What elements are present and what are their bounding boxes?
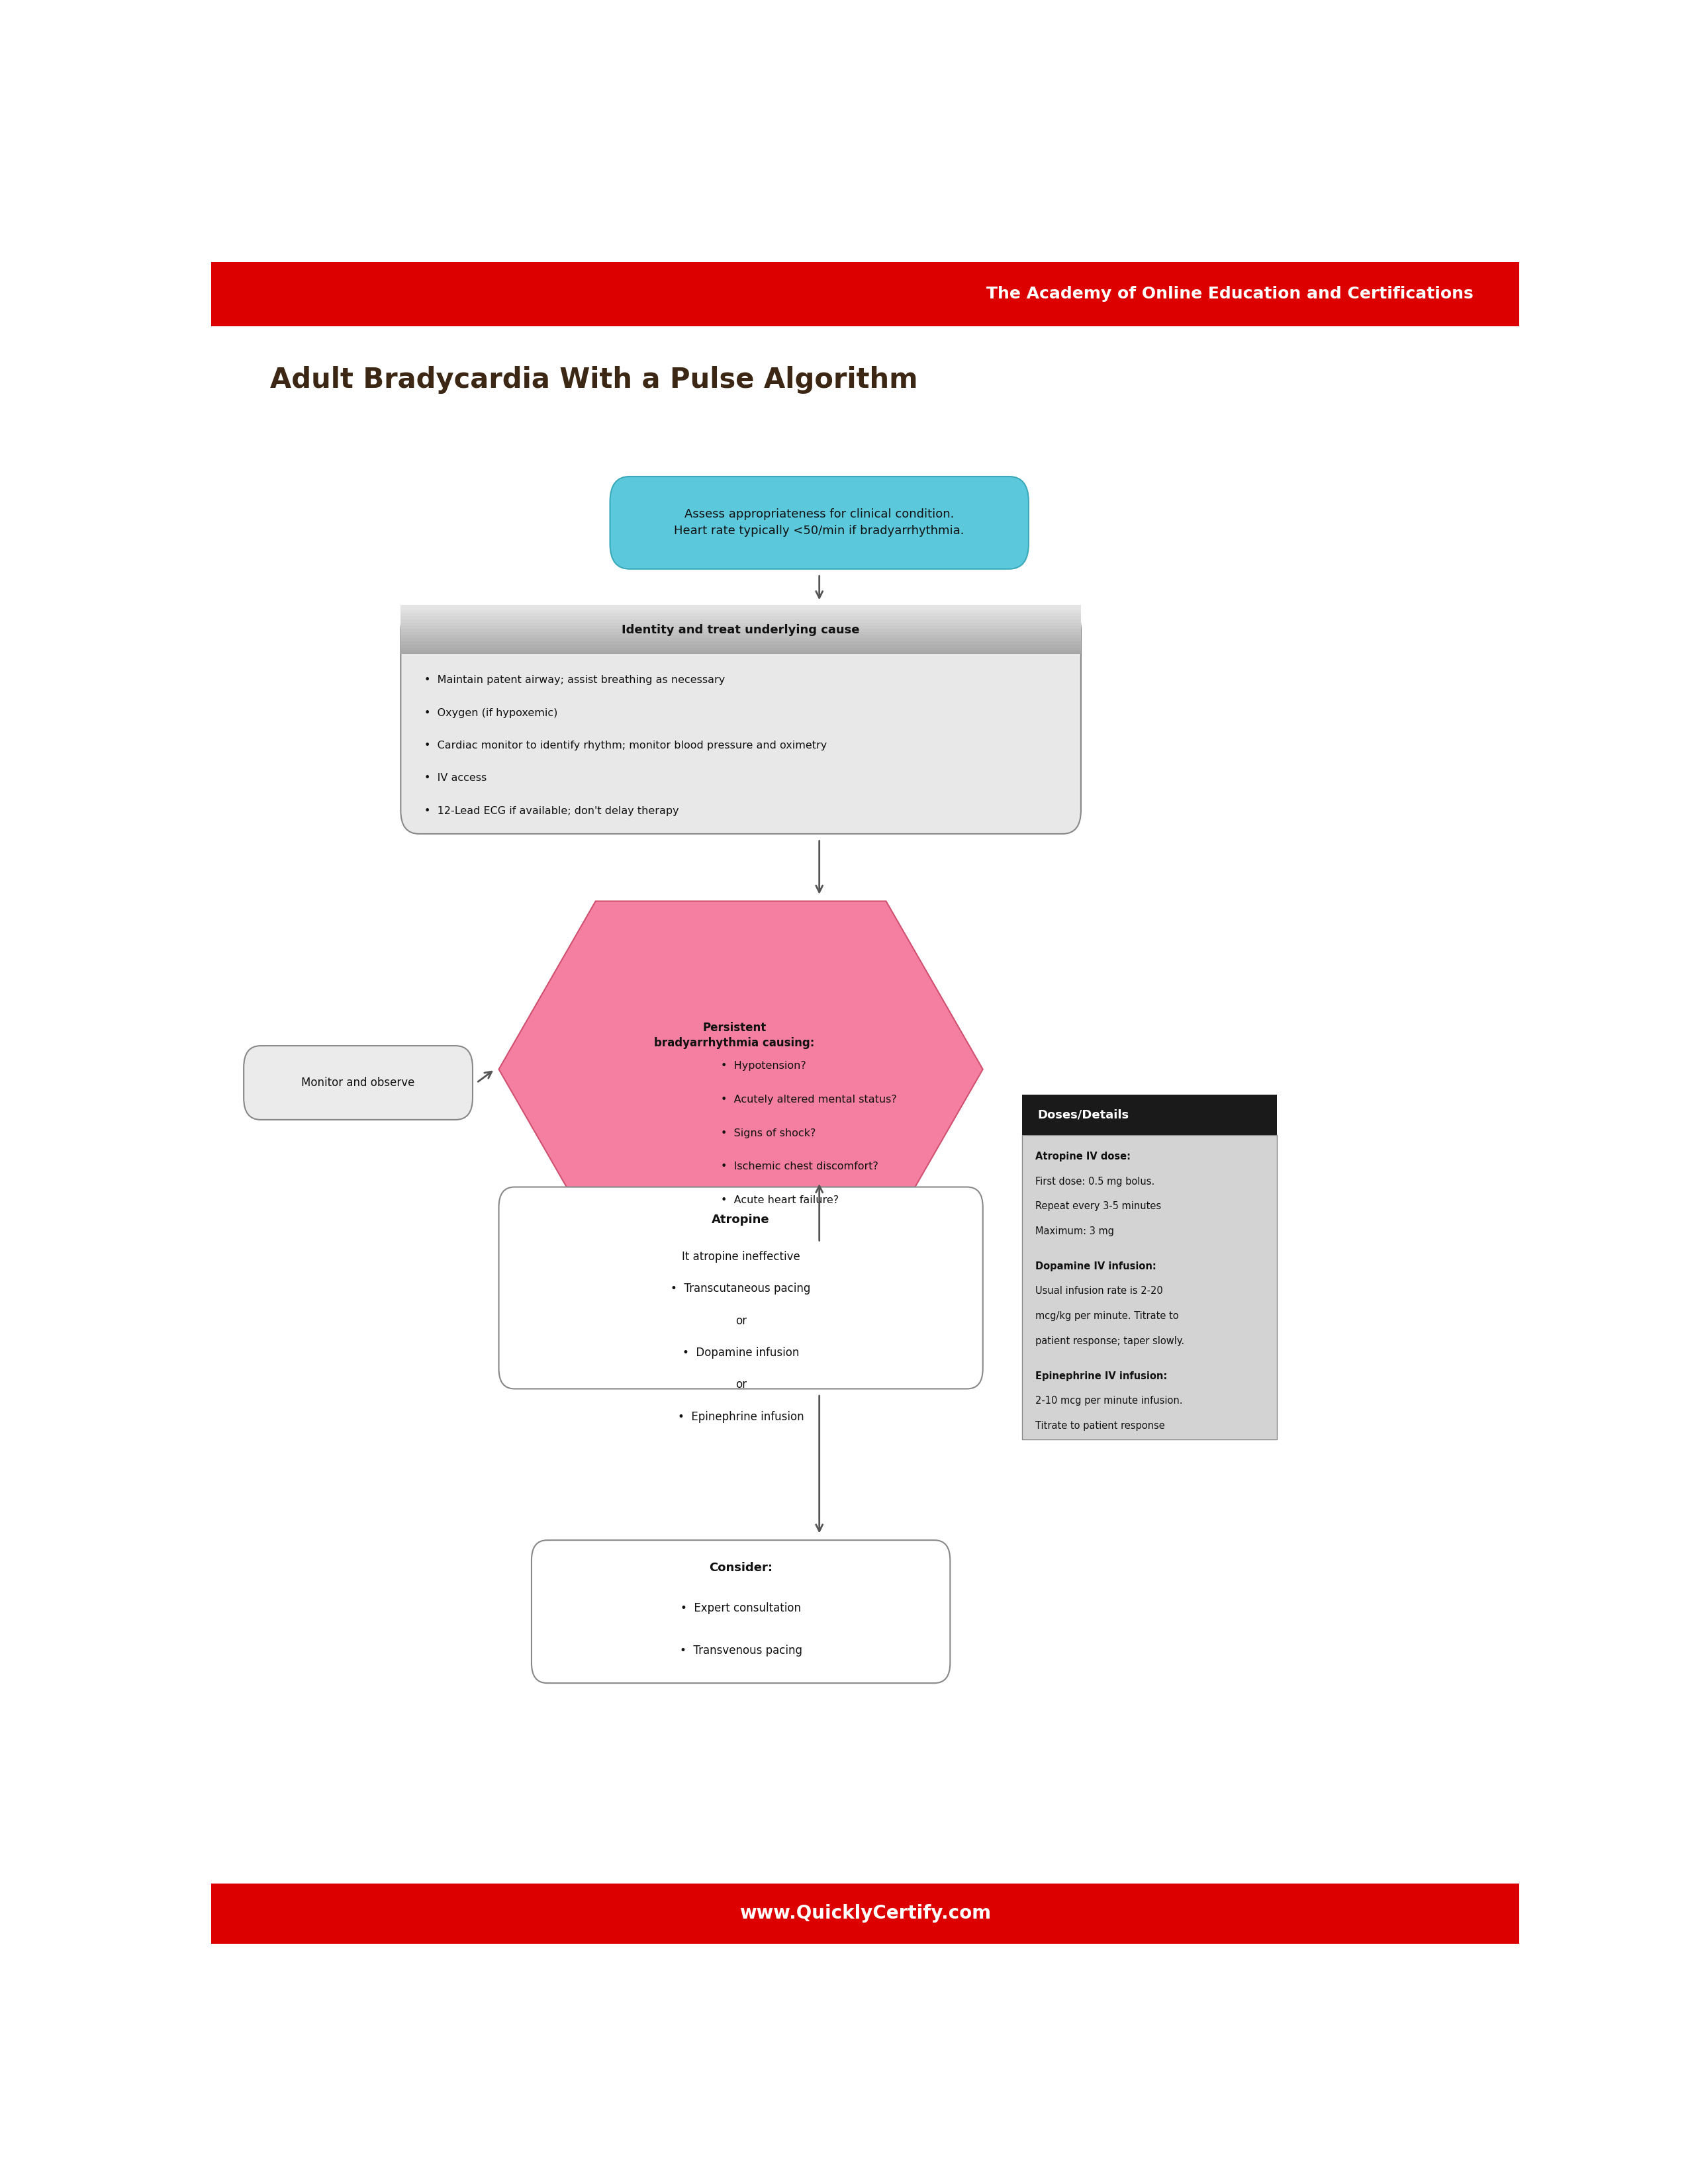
- Polygon shape: [500, 902, 982, 1238]
- Text: Usual infusion rate is 2-20: Usual infusion rate is 2-20: [1035, 1286, 1163, 1295]
- Text: •  Dopamine infusion: • Dopamine infusion: [682, 1348, 798, 1358]
- Text: Atropine IV dose:: Atropine IV dose:: [1035, 1151, 1131, 1162]
- Text: or: or: [736, 1378, 746, 1391]
- Text: It atropine ineffective: It atropine ineffective: [682, 1251, 800, 1262]
- Text: Identity and treat underlying cause: Identity and treat underlying cause: [621, 625, 859, 636]
- FancyBboxPatch shape: [400, 607, 1080, 834]
- FancyBboxPatch shape: [400, 605, 1080, 609]
- FancyBboxPatch shape: [400, 631, 1080, 636]
- Text: Doses/Details: Doses/Details: [1038, 1109, 1129, 1120]
- FancyBboxPatch shape: [609, 476, 1028, 570]
- FancyBboxPatch shape: [400, 636, 1080, 642]
- Text: First dose: 0.5 mg bolus.: First dose: 0.5 mg bolus.: [1035, 1177, 1155, 1186]
- Text: •  Hypotension?: • Hypotension?: [721, 1061, 807, 1070]
- Text: •  Transvenous pacing: • Transvenous pacing: [680, 1645, 802, 1655]
- Text: •  Signs of shock?: • Signs of shock?: [721, 1129, 815, 1138]
- Text: Repeat every 3-5 minutes: Repeat every 3-5 minutes: [1035, 1201, 1161, 1212]
- Text: •  Maintain patent airway; assist breathing as necessary: • Maintain patent airway; assist breathi…: [424, 675, 724, 686]
- Text: •  Epinephrine infusion: • Epinephrine infusion: [677, 1411, 803, 1422]
- FancyBboxPatch shape: [1023, 1094, 1278, 1136]
- FancyBboxPatch shape: [500, 1188, 982, 1389]
- FancyBboxPatch shape: [400, 618, 1080, 622]
- FancyBboxPatch shape: [211, 262, 1519, 325]
- Text: 2-10 mcg per minute infusion.: 2-10 mcg per minute infusion.: [1035, 1396, 1183, 1406]
- Text: •  Oxygen (if hypoxemic): • Oxygen (if hypoxemic): [424, 708, 557, 719]
- Text: •  Cardiac monitor to identify rhythm; monitor blood pressure and oximetry: • Cardiac monitor to identify rhythm; mo…: [424, 740, 827, 751]
- FancyBboxPatch shape: [400, 633, 1080, 638]
- Text: •  12-Lead ECG if available; don't delay therapy: • 12-Lead ECG if available; don't delay …: [424, 806, 679, 817]
- Text: Consider:: Consider:: [709, 1562, 773, 1575]
- Text: Adult Bradycardia With a Pulse Algorithm: Adult Bradycardia With a Pulse Algorithm: [270, 367, 918, 393]
- FancyBboxPatch shape: [400, 642, 1080, 649]
- FancyBboxPatch shape: [211, 1883, 1519, 1944]
- FancyBboxPatch shape: [400, 620, 1080, 625]
- Text: Assess appropriateness for clinical condition.
Heart rate typically <50/min if b: Assess appropriateness for clinical cond…: [674, 509, 964, 537]
- FancyBboxPatch shape: [532, 1540, 950, 1684]
- FancyBboxPatch shape: [400, 649, 1080, 653]
- FancyBboxPatch shape: [400, 614, 1080, 620]
- FancyBboxPatch shape: [400, 640, 1080, 644]
- FancyBboxPatch shape: [400, 627, 1080, 631]
- Text: The Academy of Online Education and Certifications: The Academy of Online Education and Cert…: [986, 286, 1474, 301]
- Text: •  Transcutaneous pacing: • Transcutaneous pacing: [670, 1282, 810, 1295]
- Text: or: or: [736, 1315, 746, 1326]
- Text: Maximum: 3 mg: Maximum: 3 mg: [1035, 1227, 1114, 1236]
- Text: Atropine: Atropine: [712, 1214, 770, 1225]
- FancyBboxPatch shape: [1023, 1136, 1278, 1439]
- Text: Epinephrine IV infusion:: Epinephrine IV infusion:: [1035, 1372, 1166, 1380]
- Text: •  IV access: • IV access: [424, 773, 486, 784]
- Text: patient response; taper slowly.: patient response; taper slowly.: [1035, 1337, 1185, 1345]
- Text: Titrate to patient response: Titrate to patient response: [1035, 1422, 1165, 1431]
- Text: Persistent
bradyarrhythmia causing:: Persistent bradyarrhythmia causing:: [653, 1022, 815, 1048]
- Text: •  Acute heart failure?: • Acute heart failure?: [721, 1195, 839, 1206]
- Text: •  Expert consultation: • Expert consultation: [680, 1603, 802, 1614]
- Text: Monitor and observe: Monitor and observe: [302, 1077, 415, 1088]
- FancyBboxPatch shape: [400, 646, 1080, 651]
- FancyBboxPatch shape: [243, 1046, 473, 1120]
- Text: Dopamine IV infusion:: Dopamine IV infusion:: [1035, 1262, 1156, 1271]
- Text: mcg/kg per minute. Titrate to: mcg/kg per minute. Titrate to: [1035, 1310, 1178, 1321]
- FancyBboxPatch shape: [400, 625, 1080, 629]
- Text: •  Ischemic chest discomfort?: • Ischemic chest discomfort?: [721, 1162, 879, 1171]
- FancyBboxPatch shape: [400, 612, 1080, 616]
- FancyBboxPatch shape: [400, 609, 1080, 614]
- Text: •  Acutely altered mental status?: • Acutely altered mental status?: [721, 1094, 896, 1105]
- Text: www.QuicklyCertify.com: www.QuicklyCertify.com: [739, 1904, 991, 1922]
